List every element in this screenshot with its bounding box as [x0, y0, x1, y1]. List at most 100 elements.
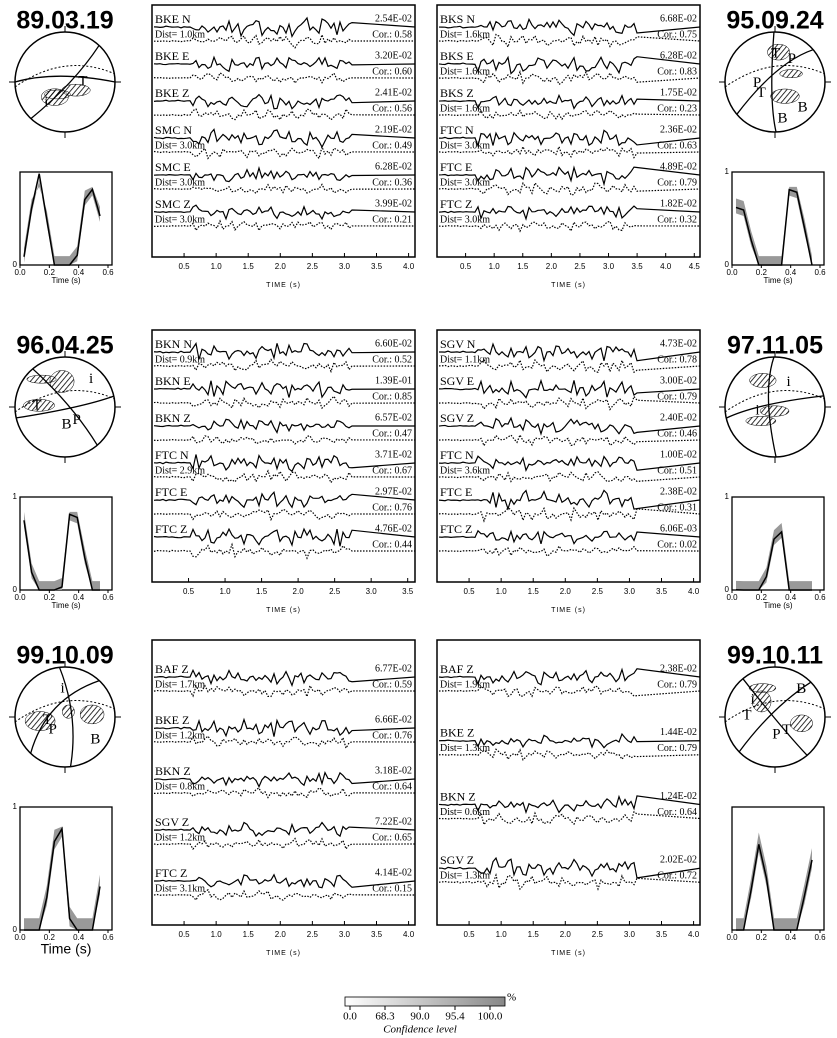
peak-amplitude: 1.00E-02 — [660, 449, 697, 460]
observed-trace — [153, 219, 416, 232]
correlation: Cor.: 0.64 — [372, 781, 412, 792]
confidence-legend: 0.0 68.3 90.0 95.4 100.0% Confidence level — [343, 992, 516, 1036]
waveform-frame — [436, 329, 701, 583]
correlation: Cor.: 0.79 — [657, 391, 697, 402]
confidence-patch — [79, 704, 105, 725]
synthetic-trace — [153, 16, 416, 38]
confidence-patch — [745, 416, 777, 426]
observed-trace — [438, 109, 701, 121]
stf-y-tick: 1 — [725, 492, 730, 501]
stf-x-tick-label: 0.0 — [726, 593, 738, 602]
correlation: Cor.: 0.78 — [657, 354, 697, 365]
synthetic-trace — [438, 529, 701, 545]
peak-amplitude: 3.00E-02 — [660, 375, 697, 386]
x-tick-label: 3.5 — [371, 262, 383, 271]
waveform-frame — [436, 4, 701, 258]
synthetic-trace — [438, 129, 701, 148]
synthetic-trace — [438, 55, 701, 75]
focal-mechanism: Ti — [9, 26, 121, 138]
stf-x-label: Time (s) — [41, 941, 92, 957]
x-tick-label: 2.0 — [275, 262, 287, 271]
station-name: BKS Z — [440, 86, 474, 100]
stf-x-tick-label: 0.4 — [73, 268, 85, 277]
correlation: Cor.: 0.36 — [372, 177, 412, 188]
peak-amplitude: 1.82E-02 — [660, 198, 697, 209]
correlation: Cor.: 0.60 — [372, 66, 412, 77]
observed-trace — [438, 748, 701, 761]
station-distance: Dist= 0.9km — [155, 354, 205, 365]
station-name: BKS N — [440, 12, 475, 26]
axis-label: B — [796, 681, 806, 697]
station-name: FTC N — [440, 123, 474, 137]
stf-x-tick-label: 0.2 — [44, 268, 56, 277]
axis-label: T — [757, 85, 766, 101]
stf-x-label: Time (s) — [763, 601, 792, 610]
x-tick-label: 3.0 — [624, 930, 636, 939]
x-tick-label: 4.0 — [688, 587, 700, 596]
nodal-plane — [725, 395, 824, 419]
correlation: Cor.: 0.44 — [372, 539, 412, 550]
synthetic-trace — [153, 527, 416, 548]
stf-y-tick: 0 — [725, 260, 730, 269]
axis-label: i — [755, 402, 759, 418]
station-name: BKN E — [155, 374, 191, 388]
x-tick-label: 2.5 — [592, 587, 604, 596]
observed-trace — [438, 144, 701, 159]
focal-mechanism: Pi B T — [9, 661, 121, 773]
stf-curve — [735, 188, 813, 266]
stf-x-tick-label: 0.6 — [814, 593, 826, 602]
x-tick-label: 3.0 — [366, 587, 378, 596]
station-name: BKN Z — [440, 789, 476, 803]
correlation: Cor.: 0.76 — [372, 502, 412, 513]
synthetic-trace — [153, 453, 416, 473]
x-tick-label: 1.5 — [517, 262, 529, 271]
nodal-plane — [30, 45, 100, 120]
observed-trace — [153, 358, 416, 374]
waveform-frame — [151, 4, 416, 258]
peak-amplitude: 2.41E-02 — [375, 87, 412, 98]
synthetic-trace — [153, 55, 416, 73]
station-name: SGV Z — [155, 815, 189, 829]
x-tick-label: 3.5 — [371, 930, 383, 939]
x-tick-label: 4.0 — [403, 930, 415, 939]
auxiliary-plane — [724, 390, 826, 413]
observed-trace — [438, 181, 701, 196]
peak-amplitude: 2.40E-02 — [660, 412, 697, 423]
x-tick-label: 2.5 — [307, 262, 319, 271]
peak-amplitude: 4.76E-02 — [375, 523, 412, 534]
stf-confidence-band — [24, 826, 100, 930]
correlation: Cor.: 0.52 — [372, 354, 412, 365]
station-name: BAF Z — [155, 662, 189, 676]
stf-x-tick-label: 0.2 — [44, 593, 56, 602]
peak-amplitude: 6.77E-02 — [375, 663, 412, 674]
x-tick-label: 3.5 — [656, 587, 668, 596]
peak-amplitude: 6.06E-03 — [660, 523, 697, 534]
axis-label: B — [777, 111, 787, 127]
legend-tick-label: 68.3 — [375, 1011, 395, 1023]
axis-label: i — [61, 681, 65, 697]
synthetic-trace — [153, 204, 416, 221]
x-tick-label: 2.0 — [293, 587, 305, 596]
stf-x-tick-label: 0.0 — [14, 593, 26, 602]
station-distance: Dist= 1.6km — [440, 29, 490, 40]
stf-x-label: Time (s) — [51, 601, 80, 610]
peak-amplitude: 2.19E-02 — [375, 124, 412, 135]
stf-y-tick: 0 — [13, 925, 18, 934]
station-distance: Dist= 1.9km — [440, 679, 490, 690]
peak-amplitude: 1.75E-02 — [660, 87, 697, 98]
peak-amplitude: 2.38E-02 — [660, 486, 697, 497]
station-distance: Dist= 2.9km — [155, 465, 205, 476]
synthetic-trace — [153, 770, 416, 789]
stf-curve — [735, 530, 812, 591]
legend-tick-label: 0.0 — [343, 1011, 357, 1023]
x-tick-label: 2.0 — [275, 930, 287, 939]
focal-mechanism: P Ti B — [9, 351, 121, 463]
peak-amplitude: 4.89E-02 — [660, 161, 697, 172]
station-name: BKN N — [155, 337, 192, 351]
correlation: Cor.: 0.65 — [372, 832, 412, 843]
auxiliary-plane — [14, 65, 116, 88]
stf-x-tick-label: 0.4 — [73, 933, 85, 942]
stf-y-tick: 0 — [13, 585, 18, 594]
observed-trace — [153, 888, 416, 902]
stf-x-tick-label: 0.6 — [814, 268, 826, 277]
